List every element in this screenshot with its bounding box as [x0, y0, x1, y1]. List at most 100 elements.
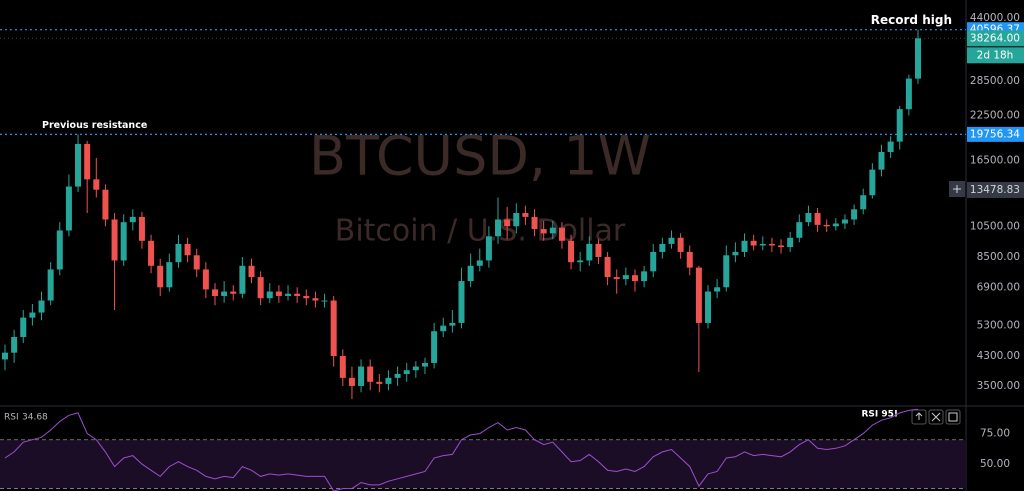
- candle-body: [796, 222, 803, 238]
- candle-body: [695, 267, 702, 323]
- candle-body: [321, 300, 328, 302]
- rsi-tick-label: 75.00: [980, 428, 1010, 440]
- countdown-label: 2d 18h: [977, 49, 1014, 61]
- candle-body: [312, 298, 319, 301]
- candle-body: [184, 243, 191, 256]
- candle-body: [358, 366, 365, 386]
- y-tick-label: 16500.00: [970, 155, 1020, 167]
- candle-body: [686, 251, 693, 268]
- candle-body: [778, 245, 785, 248]
- candle-body: [832, 223, 839, 227]
- candle-body: [111, 219, 118, 261]
- candle-body: [193, 255, 200, 270]
- candle-body: [65, 186, 72, 231]
- candle-body: [476, 260, 483, 266]
- candle-body: [568, 240, 575, 263]
- price-line-text: Previous resistance: [42, 120, 147, 131]
- candle-body: [102, 189, 109, 220]
- candle-body: [348, 377, 355, 386]
- candle-body: [896, 109, 903, 142]
- candle-body: [148, 240, 155, 266]
- candle-body: [915, 38, 921, 79]
- candle-body: [759, 243, 766, 246]
- candle-body: [750, 240, 757, 246]
- y-tick-label: 28500.00: [970, 75, 1020, 87]
- candle-body: [20, 317, 27, 338]
- last-price-label: 38264.00: [970, 32, 1020, 44]
- candle-body: [723, 255, 730, 288]
- rsi-title: RSI: [4, 413, 19, 423]
- candle-body: [504, 219, 511, 227]
- candle-body: [403, 370, 410, 374]
- candle-body: [558, 227, 565, 241]
- candle-body: [586, 243, 593, 261]
- candle-body: [604, 256, 611, 278]
- candle-body: [75, 143, 82, 187]
- candle-body: [714, 287, 721, 292]
- y-tick-label: 44000.00: [970, 12, 1020, 24]
- candle-body: [458, 281, 465, 323]
- candle-body: [157, 265, 164, 288]
- y-tick-label: 5300.00: [977, 320, 1020, 332]
- candle-body: [421, 362, 428, 367]
- candle-body: [851, 209, 858, 220]
- candle-body: [522, 213, 529, 217]
- candle-body: [631, 275, 638, 282]
- candle-body: [166, 262, 173, 288]
- candle-body: [540, 229, 547, 234]
- candle-body: [330, 300, 337, 357]
- candle-body: [440, 325, 447, 332]
- rsi-current: 34.68: [22, 413, 48, 423]
- candle-body: [677, 237, 684, 252]
- y-tick-label: 22500.00: [970, 109, 1020, 121]
- crosshair-box: [967, 181, 1024, 198]
- candle-body: [887, 141, 894, 153]
- rsi-annotation: RSI 95!: [861, 410, 898, 420]
- candle-body: [175, 243, 182, 263]
- candle-body: [202, 269, 209, 290]
- candle-body: [449, 322, 456, 326]
- candle-body: [431, 331, 438, 363]
- candle-body: [294, 293, 301, 296]
- candle-body: [814, 213, 821, 225]
- candle-body: [549, 227, 556, 234]
- rsi-band: [0, 439, 966, 489]
- candle-body: [485, 236, 492, 261]
- y-tick-label: 8500.00: [977, 251, 1020, 263]
- y-tick-label: 6900.00: [977, 281, 1020, 293]
- candle-body: [11, 337, 18, 353]
- candle-body: [303, 295, 310, 299]
- candle-body: [376, 381, 383, 384]
- candle-body: [823, 224, 830, 227]
- candle-body: [266, 291, 273, 299]
- candle-body: [412, 366, 419, 371]
- up-icon: [915, 412, 923, 420]
- candle-body: [56, 230, 63, 270]
- candle-body: [878, 152, 885, 170]
- candle-body: [595, 243, 602, 257]
- candle-body: [622, 275, 629, 280]
- candle-body: [211, 289, 218, 296]
- candle-body: [47, 269, 54, 301]
- candle-body: [860, 195, 867, 210]
- rsi-tick-label: 50.00: [980, 458, 1010, 470]
- candle-body: [659, 243, 666, 252]
- candle-body: [230, 291, 237, 294]
- candle-body: [248, 265, 255, 278]
- maximize-button[interactable]: [945, 409, 961, 425]
- candle-body: [841, 219, 848, 224]
- candle-body: [805, 213, 812, 223]
- pane-buttons: [911, 409, 961, 425]
- candle-body: [495, 219, 502, 237]
- candle-body: [257, 277, 264, 299]
- candle-body: [787, 237, 794, 248]
- candle-body: [768, 243, 775, 246]
- candle-body: [29, 312, 36, 318]
- maximize-icon: [948, 412, 958, 422]
- candle-body: [275, 291, 282, 296]
- price-line-label: 19756.34: [970, 128, 1020, 140]
- candle-body: [531, 216, 538, 230]
- crosshair-label: 13478.83: [970, 184, 1020, 196]
